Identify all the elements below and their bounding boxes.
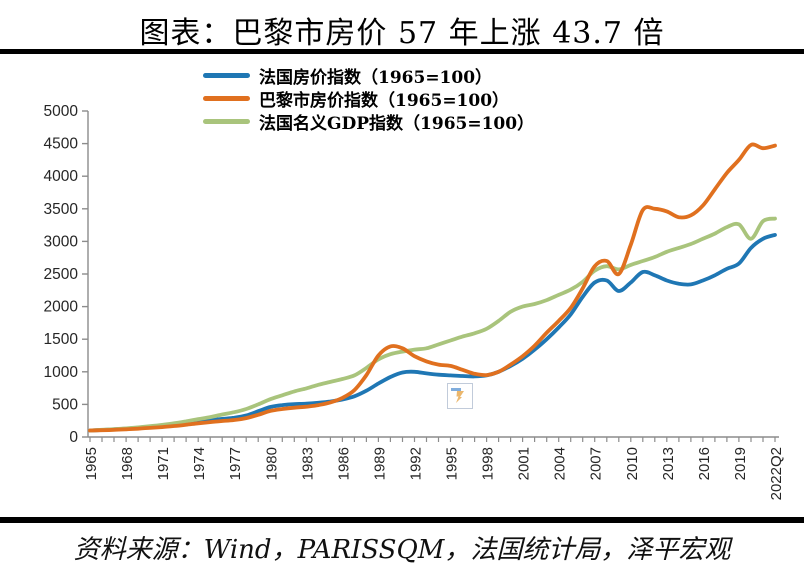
series-line-0 (88, 233, 777, 433)
x-tick-label: 1971 (155, 447, 172, 480)
x-tick-label: 2013 (660, 447, 677, 480)
legend-item: 巴黎市房价指数（1965=100） (203, 87, 534, 111)
x-tick-label: 1998 (480, 447, 497, 480)
x-tick-label: 2019 (732, 447, 749, 480)
y-tick-label: 500 (52, 396, 78, 413)
x-axis: 1965 1968 1971 1974 1977 1980 1983 1986 1989 1992… (83, 436, 785, 500)
y-tick-label: 3500 (44, 201, 79, 218)
legend-line-swatch-icon (203, 95, 250, 101)
legend-label: 巴黎市房价指数（1965=100） (259, 90, 510, 111)
x-tick-label: 1992 (408, 447, 425, 480)
x-tick-label: 2004 (552, 447, 569, 480)
x-tick-label: 2016 (696, 447, 713, 480)
series-line-2 (88, 216, 777, 433)
x-tick-label: 1989 (371, 447, 388, 480)
x-tick-label: 1980 (263, 447, 280, 480)
series-line-1 (88, 142, 777, 433)
legend-item: 法国名义GDP指数（1965=100） (203, 110, 535, 134)
x-tick-label: 2022Q2 (768, 447, 785, 500)
y-tick-label: 1000 (44, 364, 79, 381)
source-note: 资料来源：Wind，PARISSQM，法国统计局，泽平宏观 (73, 535, 731, 565)
y-tick-label: 1500 (44, 331, 79, 348)
y-tick-label: 3000 (44, 233, 79, 250)
chart-legend: 法国房价指数（1965=100） 巴黎市房价指数（1965=100） 法国名义GDP… (203, 64, 535, 134)
x-tick-label: 1974 (191, 447, 208, 480)
legend-line-swatch-icon (203, 118, 250, 124)
x-tick-label: 2001 (516, 447, 533, 480)
y-tick-label: 4500 (44, 136, 79, 153)
zeping-macro-watermark-icon (447, 383, 473, 409)
footer-divider (0, 517, 804, 523)
watermark-glyph (451, 388, 464, 403)
y-tick-label: 0 (69, 429, 78, 446)
y-tick-label: 2500 (44, 266, 79, 283)
legend-line-swatch-icon (203, 72, 250, 78)
y-tick-label: 5000 (44, 103, 79, 120)
x-tick-label: 1983 (299, 447, 316, 480)
legend-label: 法国房价指数（1965=100） (259, 67, 493, 88)
x-tick-label: 2007 (588, 447, 605, 480)
title-divider (0, 49, 804, 54)
y-tick-label: 2000 (44, 299, 79, 316)
x-tick-label: 1968 (119, 447, 136, 480)
legend-label: 法国名义GDP指数（1965=100） (259, 113, 535, 134)
x-tick-label: 2010 (624, 447, 641, 480)
y-tick-label: 4000 (44, 168, 79, 185)
y-axis: 0 500 1000 1500 2000 2500 3000 3500 4000 4500 5000 (44, 103, 89, 446)
x-tick-label: 1986 (335, 447, 352, 480)
x-tick-label: 1965 (83, 447, 100, 480)
x-tick-label: 1977 (227, 447, 244, 480)
legend-item: 法国房价指数（1965=100） (203, 64, 534, 88)
x-tick-label: 1995 (444, 447, 461, 480)
page-title: 图表：巴黎市房价 57 年上涨 43.7 倍 (139, 16, 665, 51)
